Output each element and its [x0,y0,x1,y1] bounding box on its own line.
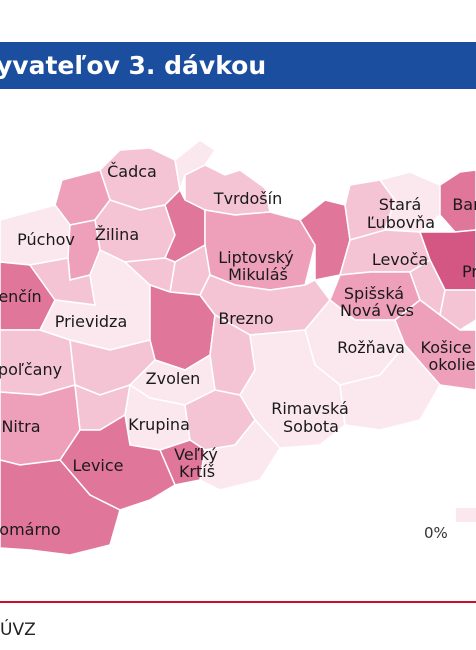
district-komarno[interactable] [0,459,121,556]
label-krupina: Krupina [128,415,190,434]
label-rimavska-2: Sobota [283,417,339,436]
district-turcianske[interactable] [123,257,176,294]
label-velky-krtis-2: Krtíš [179,462,215,481]
label-stara-lubovna-2: Ľubovňa [367,213,435,232]
label-liptovsky-1: Liptovský [218,248,294,267]
label-kosice-1: Košice [421,338,472,357]
label-velky-krtis-1: Veľký [174,445,218,464]
legend: 0% [424,508,476,542]
label-liptovsky-2: Mikuláš [228,265,288,284]
district-velky-krtis[interactable] [199,418,281,491]
label-prievidza: Prievidza [55,312,128,331]
label-presov: Pr [462,262,476,281]
legend-min-label: 0% [424,524,448,542]
label-cadca: Čadca [107,162,157,181]
label-stara-lubovna-1: Stará [379,195,422,214]
district-east-south[interactable] [339,343,441,431]
label-levice: Levice [72,456,123,475]
label-brezno: Brezno [218,309,273,328]
label-bardejov: Bar [452,195,476,214]
label-tvrdosin: Tvrdošín [213,189,282,208]
district-east[interactable] [439,289,476,331]
legend-swatch-min [456,508,476,522]
source-label: ÚVZ [0,620,36,640]
label-rimavska-1: Rimavská [271,399,349,418]
label-roznava: Rožňava [337,338,405,357]
label-komarno: omárno [0,520,61,539]
label-trencin: enčín [0,287,42,306]
district-shapes [0,139,476,556]
source-text: ÚVZ [0,620,36,640]
district-kysuce-east[interactable] [174,139,217,191]
chart-title: yvateľov 3. dávkou [0,42,476,89]
label-spisska-1: Spišská [344,284,404,303]
label-levoca: Levoča [372,250,428,269]
title-text: yvateľov 3. dávkou [0,51,267,80]
label-spisska-2: Nová Ves [340,301,414,320]
label-topolcany: poľčany [0,360,62,379]
label-zvolen: Zvolen [146,369,201,388]
label-puchov: Púchov [17,230,75,249]
label-kosice-2: okolie [428,355,475,374]
label-nitra: Nitra [1,417,40,436]
label-zilina: Žilina [95,225,139,244]
district-bardejov[interactable] [439,169,476,233]
footer-divider [0,601,476,603]
district-labels: Čadca Tvrdošín Stará Ľubovňa Bar Púchov … [0,162,476,539]
